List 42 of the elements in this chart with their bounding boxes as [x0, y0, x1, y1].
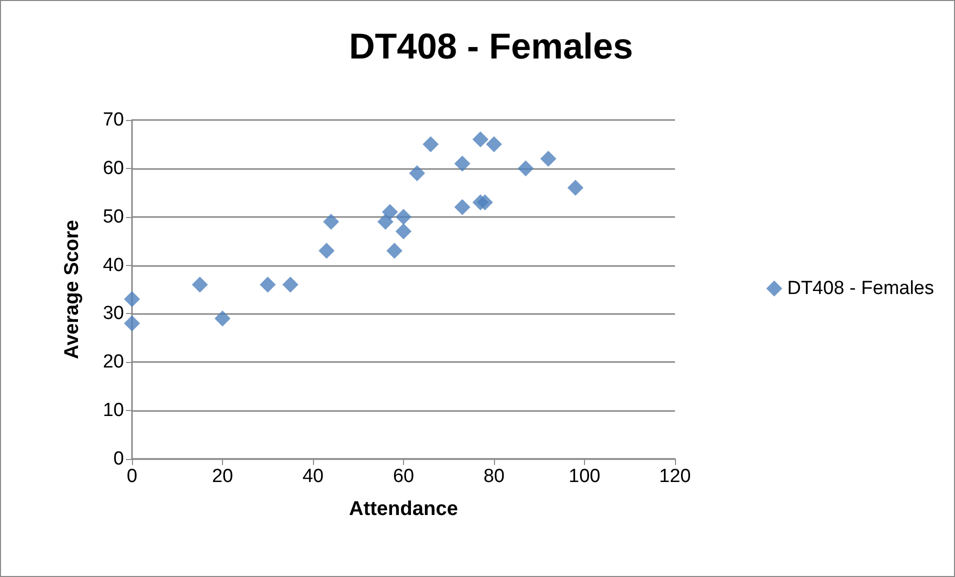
y-tick-label: 0: [113, 448, 124, 470]
y-tick-label: 10: [102, 400, 124, 422]
point: [318, 242, 335, 259]
x-tick-label: 120: [659, 466, 691, 487]
point: [377, 214, 394, 230]
point: [282, 276, 298, 293]
y-axis-title: Average Score: [61, 220, 83, 360]
y-tick-label: 20: [102, 352, 124, 373]
point: [567, 180, 584, 196]
point: [409, 165, 426, 182]
point: [518, 160, 534, 176]
point: [454, 199, 470, 216]
y-tick-label: 50: [102, 206, 124, 228]
point: [382, 204, 398, 220]
point: [454, 156, 470, 172]
chart-title: DT408 - Females: [348, 26, 634, 66]
y-tick-label: 70: [102, 110, 124, 130]
point: [124, 291, 140, 308]
point: [386, 242, 402, 259]
x-axis-title: Attendance: [349, 498, 458, 520]
point: [192, 276, 208, 293]
point: [214, 310, 230, 327]
point: [323, 214, 340, 230]
x-tick-label: 60: [392, 466, 414, 487]
point: [260, 276, 276, 293]
point: [396, 223, 412, 240]
x-tick-label: 20: [212, 466, 234, 487]
x-tick-label: 40: [302, 466, 324, 487]
y-tick-label: 60: [102, 158, 124, 179]
point: [472, 131, 488, 148]
x-tick-label: 0: [126, 466, 138, 487]
point: [540, 150, 556, 167]
point: [476, 194, 493, 210]
y-tick-label: 40: [102, 254, 124, 276]
point: [486, 136, 502, 152]
x-tick-label: 80: [483, 466, 505, 487]
point: [124, 315, 140, 332]
y-tick-label: 30: [102, 303, 124, 324]
point: [396, 208, 412, 225]
legend-label: DT408 - Females: [787, 278, 934, 299]
x-tick-label: 100: [568, 466, 600, 487]
point: [422, 136, 439, 152]
